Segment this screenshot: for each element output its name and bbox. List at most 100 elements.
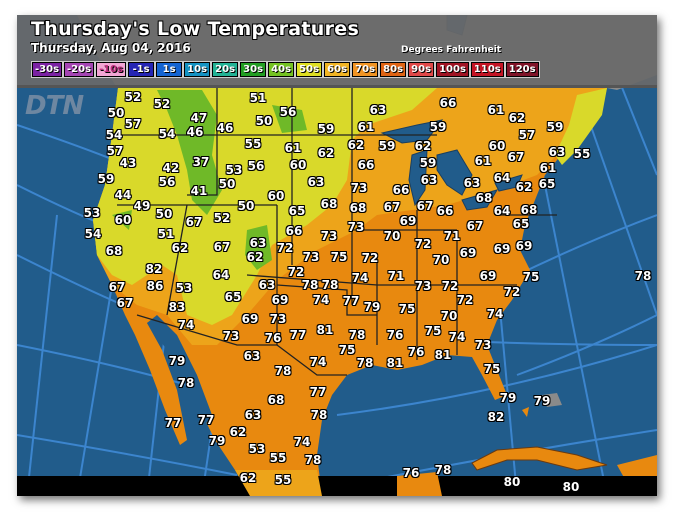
dtn-logo: DTN xyxy=(25,91,84,121)
temperature-label: 74 xyxy=(351,271,369,285)
temperature-label: 59 xyxy=(317,122,335,136)
temperature-label: 73 xyxy=(414,279,432,293)
temperature-label: 37 xyxy=(192,155,210,169)
temperature-label: 68 xyxy=(520,203,538,217)
temperature-label: 62 xyxy=(414,139,432,153)
temperature-label: 46 xyxy=(216,121,234,135)
temperature-label: 80 xyxy=(503,475,521,489)
temperature-label: 63 xyxy=(420,173,438,187)
temperature-label: 62 xyxy=(171,241,189,255)
temperature-label: 54 xyxy=(84,227,102,241)
temperature-label: 69 xyxy=(271,293,289,307)
temperature-label: 64 xyxy=(493,204,511,218)
temperature-label: 70 xyxy=(432,253,450,267)
temperature-label: 68 xyxy=(475,191,493,205)
temperature-label: 74 xyxy=(312,293,330,307)
temperature-label: 79 xyxy=(168,354,186,368)
temperature-label: 43 xyxy=(119,156,137,170)
temperature-label: 56 xyxy=(247,159,265,173)
great-lakes xyxy=(380,15,523,211)
legend-swatch: 1s xyxy=(155,61,184,78)
temperature-label: 75 xyxy=(522,270,540,284)
temperature-label: 74 xyxy=(177,318,195,332)
temperature-label: 65 xyxy=(288,204,306,218)
temperature-label: 46 xyxy=(186,125,204,139)
temperature-label: 82 xyxy=(145,262,163,276)
temperature-label: 60 xyxy=(114,213,132,227)
temperature-label: 77 xyxy=(309,385,327,399)
temperature-label: 50 xyxy=(155,207,173,221)
temperature-label: 41 xyxy=(190,184,208,198)
temperature-label: 78 xyxy=(434,463,452,477)
temperature-label: 54 xyxy=(105,128,123,142)
temperature-label: 57 xyxy=(106,144,124,158)
weather-map: Thursday's Low Temperatures Thursday, Au… xyxy=(17,15,657,496)
temperature-label: 47 xyxy=(190,111,208,125)
legend-swatch: 80s xyxy=(379,61,408,78)
temperature-label: 72 xyxy=(276,241,294,255)
temperature-label: 78 xyxy=(310,408,328,422)
temperature-label: 72 xyxy=(287,265,305,279)
temperature-label: 78 xyxy=(634,269,652,283)
temperature-label: 81 xyxy=(316,323,334,337)
temperature-label: 62 xyxy=(239,471,257,485)
temperature-label: 79 xyxy=(499,391,517,405)
florida-keys-tip xyxy=(522,407,529,417)
temperature-label: 62 xyxy=(515,180,533,194)
temperature-label: 59 xyxy=(429,120,447,134)
legend-swatch: 20s xyxy=(211,61,240,78)
temperature-label: 63 xyxy=(258,278,276,292)
temperature-label: 67 xyxy=(213,240,231,254)
boundaries xyxy=(117,88,557,376)
temperature-label: 53 xyxy=(248,442,266,456)
temperature-label: 65 xyxy=(512,217,530,231)
temperature-label: 62 xyxy=(317,146,335,160)
header-band: Thursday's Low Temperatures Thursday, Au… xyxy=(17,15,657,85)
zone-50s-east xyxy=(555,88,607,165)
temperature-label: 82 xyxy=(487,410,505,424)
temperature-label: 62 xyxy=(246,250,264,264)
temperature-label: 73 xyxy=(350,181,368,195)
temperature-label: 70 xyxy=(440,309,458,323)
bahamas xyxy=(542,393,562,407)
temperature-label: 66 xyxy=(439,96,457,110)
temperature-label: 81 xyxy=(386,356,404,370)
temperature-legend: -30s -20s -10s -1s 1s 10s 20s 30s 40s 50s 60s 70s 80… xyxy=(30,61,540,78)
temperature-label: 63 xyxy=(244,408,262,422)
temperature-label: 57 xyxy=(518,128,536,142)
legend-swatch: 50s xyxy=(295,61,324,78)
temperature-label: 74 xyxy=(293,435,311,449)
temperature-label: 79 xyxy=(533,394,551,408)
temperature-label: 79 xyxy=(208,434,226,448)
temperature-label: 53 xyxy=(83,206,101,220)
mexico-bottom xyxy=(235,470,322,496)
temperature-label: 67 xyxy=(466,219,484,233)
cuba xyxy=(471,446,608,471)
temperature-label: 52 xyxy=(213,211,231,225)
temperature-label: 49 xyxy=(133,199,151,213)
zone-50s xyxy=(93,88,437,325)
map-date: Thursday, Aug 04, 2016 xyxy=(31,41,191,55)
temperature-label: 78 xyxy=(356,356,374,370)
temperature-label: 78 xyxy=(348,328,366,342)
temperature-label: 55 xyxy=(573,147,591,161)
temperature-label: 61 xyxy=(539,161,557,175)
zone-40s xyxy=(112,90,307,270)
legend-swatch: -10s xyxy=(95,61,128,78)
legend-swatch: 70s xyxy=(351,61,380,78)
temperature-label: 75 xyxy=(330,250,348,264)
temperature-label: 73 xyxy=(320,229,338,243)
temperature-label: 67 xyxy=(108,280,126,294)
temperature-label: 76 xyxy=(386,328,404,342)
temperature-label: 53 xyxy=(225,163,243,177)
temperature-label: 66 xyxy=(436,204,454,218)
temperature-label: 50 xyxy=(218,177,236,191)
legend-swatch: 60s xyxy=(323,61,352,78)
temperature-label: 56 xyxy=(279,105,297,119)
temperature-label: 62 xyxy=(508,111,526,125)
temperature-label: 63 xyxy=(243,349,261,363)
temperature-label: 63 xyxy=(548,145,566,159)
legend-swatch: 30s xyxy=(239,61,268,78)
temperature-label: 68 xyxy=(105,244,123,258)
temperature-label: 86 xyxy=(146,279,164,293)
